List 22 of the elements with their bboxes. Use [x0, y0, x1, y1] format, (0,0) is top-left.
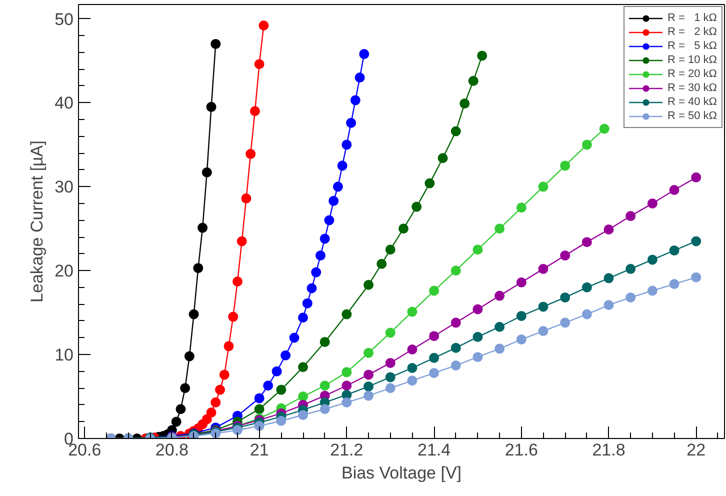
x-tick-label: 21.6 — [504, 440, 538, 460]
y-tick-label: 50 — [54, 10, 74, 29]
x-axis-title: Bias Voltage [V] — [341, 464, 462, 482]
x-tick-label: 20.8 — [155, 440, 189, 460]
legend-label: R = 1 kΩ — [668, 12, 717, 24]
y-tick-label: 40 — [54, 94, 74, 113]
y-tick-label: 10 — [54, 346, 74, 365]
legend-label: R = 40 kΩ — [668, 96, 717, 108]
legend-label: R = 5 kΩ — [668, 40, 717, 52]
legend-label: R = 10 kΩ — [668, 54, 717, 66]
y-tick-label: 30 — [54, 178, 74, 197]
legend-label: R = 20 kΩ — [668, 68, 717, 80]
x-tick-label: 22 — [686, 440, 706, 460]
y-tick-label: 20 — [54, 262, 74, 281]
legend-label: R = 30 kΩ — [668, 82, 717, 94]
x-tick-label: 21.2 — [330, 440, 364, 460]
y-axis-title: Leakage Current [µA] — [28, 140, 47, 302]
legend-label: R = 50 kΩ — [668, 110, 717, 122]
x-tick-label: 21 — [250, 440, 269, 460]
x-tick-label: 21.4 — [417, 440, 451, 460]
legend-label: R = 2 kΩ — [668, 26, 717, 38]
x-tick-label: 21.8 — [592, 440, 626, 460]
